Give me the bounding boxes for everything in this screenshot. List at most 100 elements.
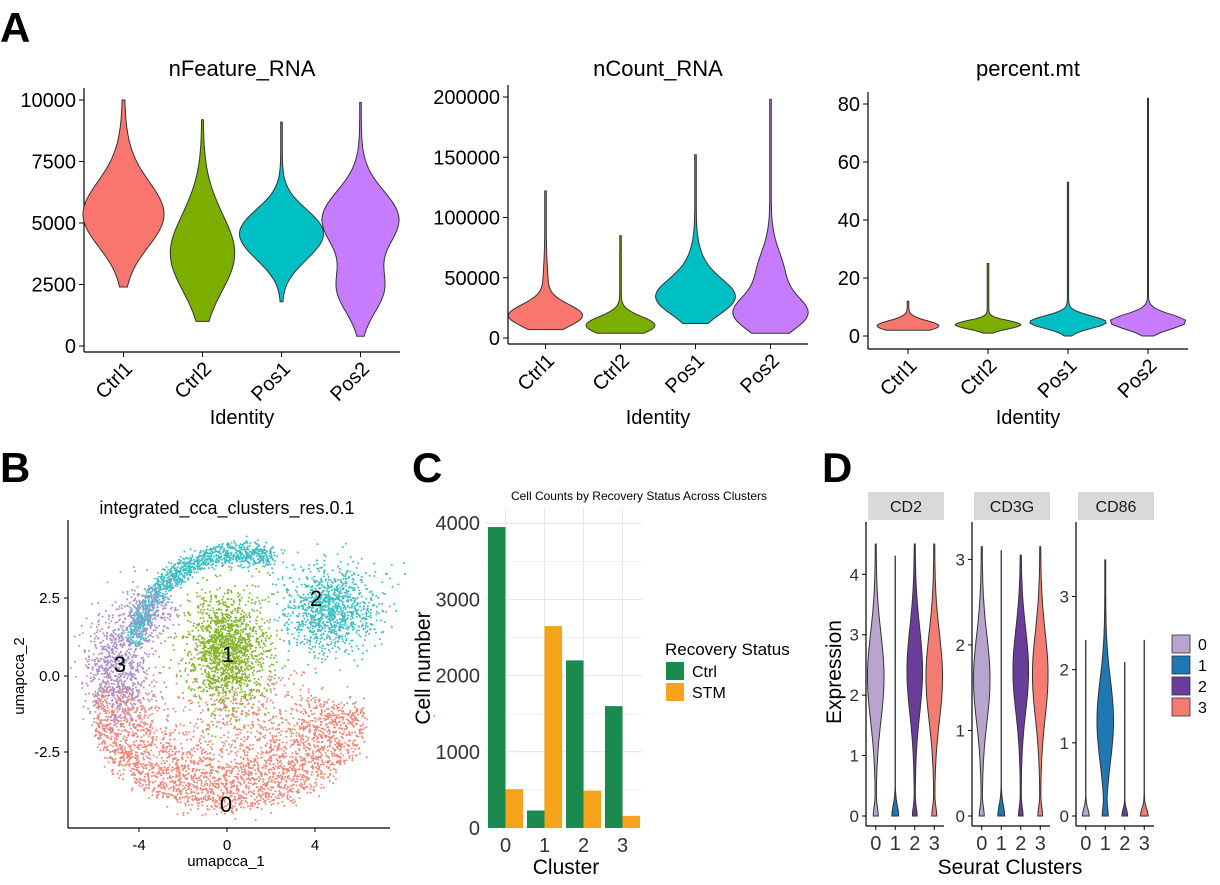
umap-point [239,634,242,636]
umap-point [133,725,136,728]
umap-point [242,695,245,698]
umap-point [257,719,260,722]
umap-point [226,779,229,782]
umap-point [202,625,205,628]
umap-point [227,752,230,755]
umap-point [238,655,241,658]
umap-point [177,775,180,778]
umap-point [118,763,121,765]
umap-point [178,773,181,775]
umap-point [165,741,168,744]
umap-point [342,710,345,713]
umap-point [251,805,254,808]
umap-point [292,787,295,790]
umap-point [253,682,256,684]
umap-point [257,792,260,795]
umap-point [337,759,340,762]
umap-point [236,707,239,709]
umap-point [212,646,215,649]
umap-point [206,805,209,808]
umap-point [189,658,192,661]
umap-point [253,759,256,762]
umap-point [202,616,205,619]
umap-point [242,673,245,676]
umap-point [306,785,309,788]
umap-point [237,595,240,598]
umap-point [212,769,215,772]
umap-point [217,760,220,763]
umap-point [180,790,183,792]
umap-point [119,760,122,763]
umap-point [163,791,166,794]
umap-point [161,749,163,752]
umap-point [315,750,318,753]
umap-point [239,638,242,641]
umap-point [341,743,344,746]
umap-point [225,721,228,724]
umap-point [142,783,144,786]
umap-point [198,740,201,743]
umap-point [246,677,249,680]
umap-point [136,757,139,760]
umap-point [165,769,168,772]
umap-point [169,738,172,741]
umap-point [241,771,243,774]
umap-point [210,620,213,623]
umap-point [205,642,208,644]
umap-point [213,568,216,571]
umap-point [204,656,207,659]
umap-point [237,797,240,799]
umap-point [219,727,222,729]
umap-point [216,622,219,625]
umap-point [272,786,275,789]
umap-point [242,726,245,729]
umap-point [224,618,227,621]
umap-point [243,661,246,664]
umap-point [225,781,227,784]
umap-point [249,759,252,762]
umap-point [188,796,191,799]
umap-point [164,702,167,705]
umap-point [300,718,303,721]
umap-point [307,747,310,750]
umap-point [351,723,354,726]
umap-point [252,725,255,728]
umap-point [182,751,185,754]
umap-point [187,803,190,806]
umap-point [319,723,322,726]
umap-point [237,606,240,609]
umap-point [339,763,342,766]
umap-point [269,789,272,792]
umap-point [182,814,185,816]
umap-point [257,739,259,742]
umap-point [148,797,151,799]
umap-point [189,782,192,785]
umap-point [249,805,252,808]
umap-point [234,666,236,669]
umap-point [323,703,326,705]
umap-point [314,725,317,728]
umap-point [210,769,213,772]
umap-point [283,767,286,770]
umap-point [294,768,297,771]
umap-point [200,771,203,774]
umap-point [239,625,242,628]
umap-point [171,766,174,769]
umap-point [304,761,307,764]
umap-point [265,700,268,703]
umap-point [303,769,305,772]
umap-point [332,782,335,785]
umap-point [215,805,218,808]
umap-point [210,714,213,717]
umap-point [361,732,364,735]
umap-point [135,768,138,771]
umap-point [272,799,275,802]
umap-point [278,767,281,770]
umap-point [196,644,199,647]
umap-point [257,802,260,805]
umap-point [217,777,220,780]
umap-point [231,686,234,689]
umap-point [300,674,303,676]
umap-point [197,804,200,807]
umap-point [322,786,325,789]
